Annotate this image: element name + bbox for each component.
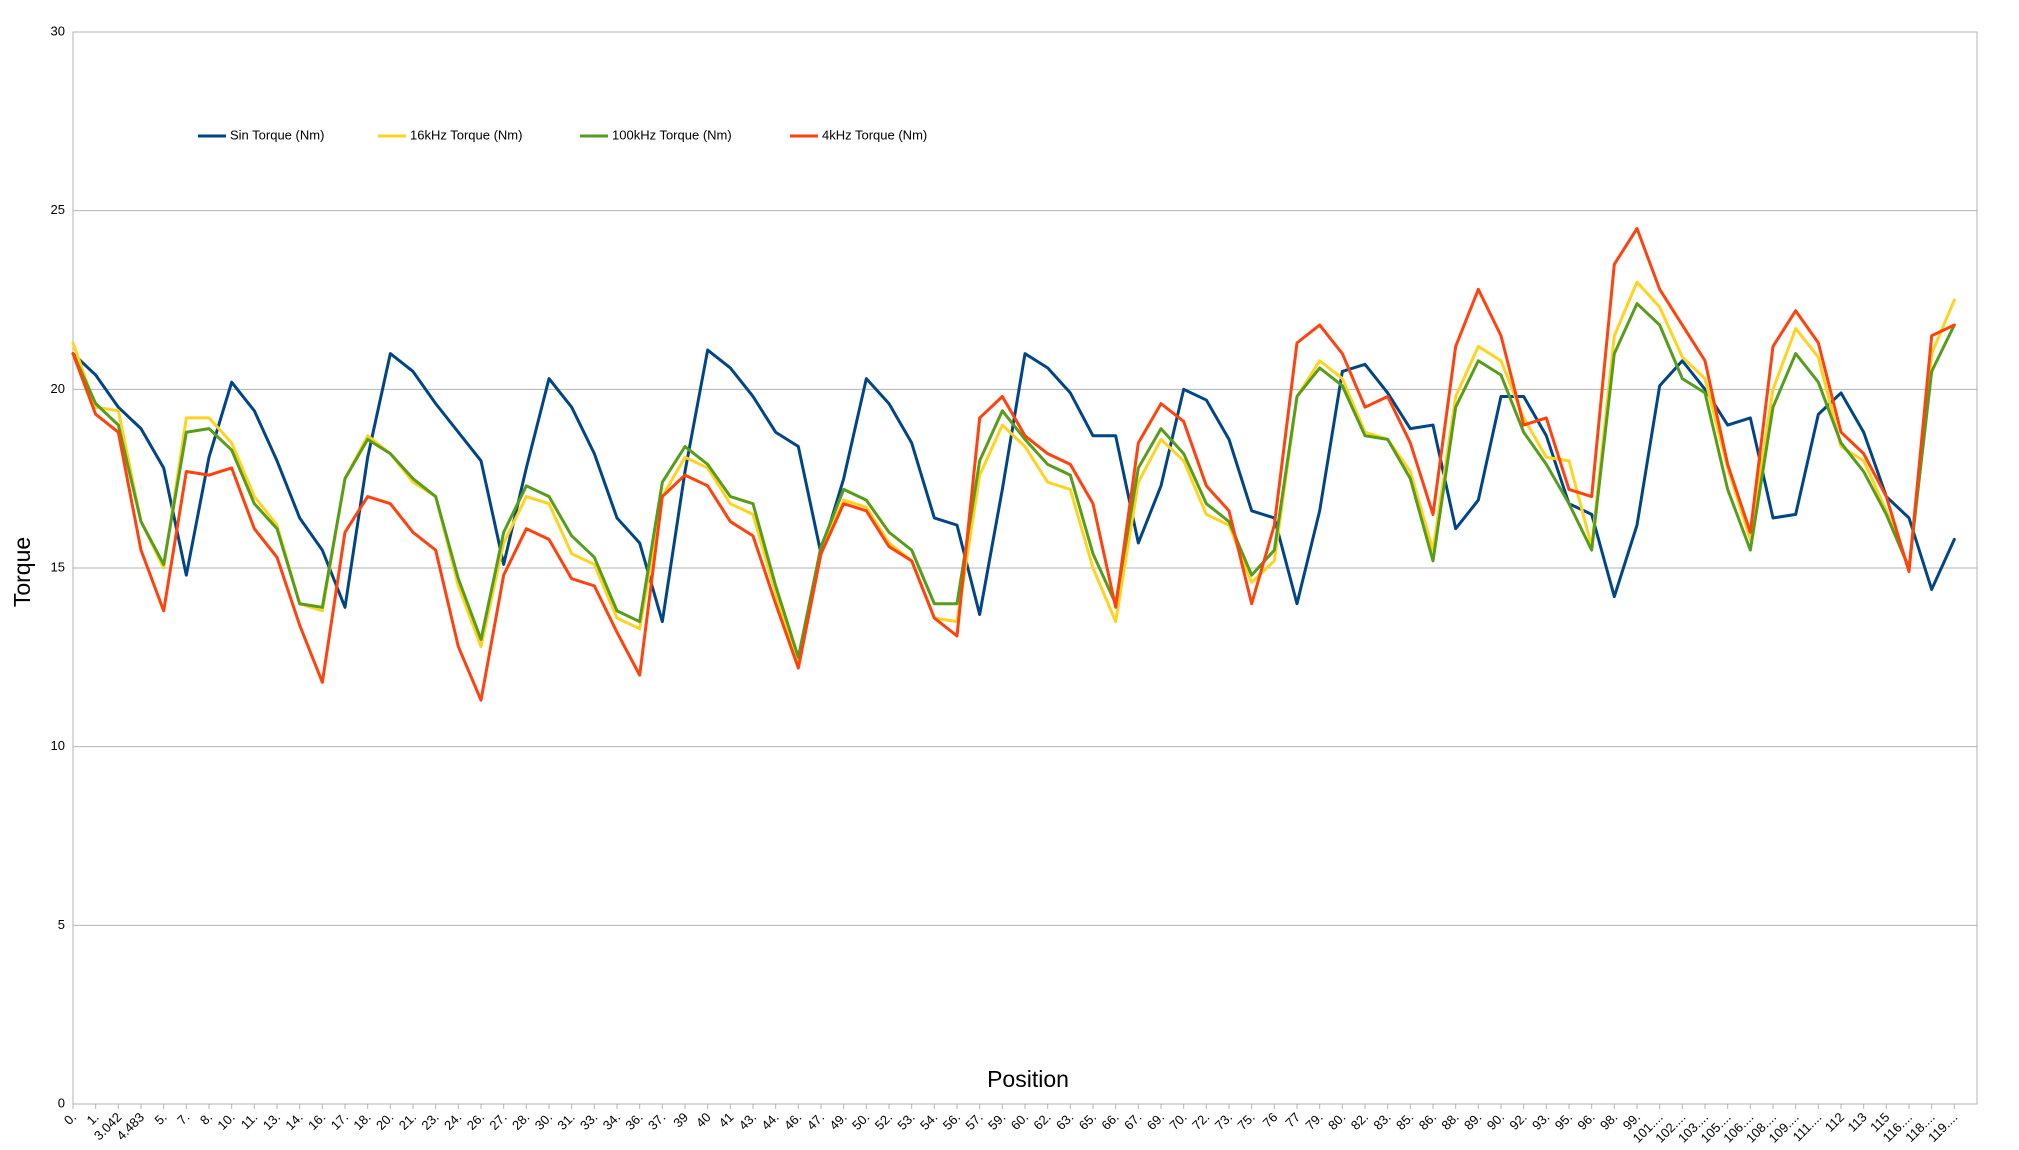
x-tick-label: 28.	[509, 1110, 532, 1133]
x-tick-label: 83.	[1370, 1110, 1393, 1133]
y-axis-title: Torque	[9, 537, 35, 607]
x-tick-label: 56.	[940, 1110, 963, 1133]
x-tick-label: 52.	[872, 1110, 895, 1133]
x-tick-label: 79.	[1302, 1110, 1325, 1133]
series-line	[71, 280, 1956, 666]
x-tick-label: 33.	[577, 1110, 600, 1133]
x-tick-label: 92.	[1506, 1110, 1529, 1133]
x-tick-label: 23.	[418, 1110, 441, 1133]
x-tick-label: 14.	[282, 1110, 305, 1133]
x-tick-label: 85.	[1393, 1110, 1416, 1133]
x-tick-label: 30.	[532, 1110, 555, 1133]
x-tick-label: 54.	[917, 1110, 940, 1133]
x-tick-label: 112	[1822, 1110, 1847, 1135]
x-tick-label: 7.	[174, 1110, 192, 1128]
x-tick-label: 34.	[600, 1110, 623, 1133]
x-tick-label: 47.	[804, 1110, 827, 1133]
x-tick-label: 69.	[1144, 1110, 1167, 1133]
x-tick-label: 77	[1282, 1110, 1303, 1131]
x-tick-label: 75.	[1234, 1110, 1257, 1133]
y-tick-label: 20	[51, 381, 65, 396]
x-tick-label: 60.	[1008, 1110, 1031, 1133]
x-tick-label: 113	[1845, 1110, 1870, 1135]
x-tick-label: 5.	[152, 1110, 170, 1128]
x-tick-label: 86.	[1416, 1110, 1439, 1133]
x-tick-label: 76	[1260, 1110, 1281, 1131]
x-tick-label: 96.	[1574, 1110, 1597, 1133]
x-tick-label: 40	[693, 1110, 714, 1131]
x-tick-label: 26.	[464, 1110, 487, 1133]
x-tick-label: 27.	[486, 1110, 509, 1133]
x-tick-label: 63.	[1053, 1110, 1076, 1133]
x-tick-label: 50.	[849, 1110, 872, 1133]
x-tick-label: 65.	[1076, 1110, 1099, 1133]
x-tick-label: 43.	[736, 1110, 759, 1133]
x-tick-label: 39	[670, 1110, 691, 1131]
x-tick-label: 36.	[622, 1110, 645, 1133]
x-tick-label: 62.	[1030, 1110, 1053, 1133]
x-tick-label: 90.	[1484, 1110, 1507, 1133]
x-tick-label: 49.	[826, 1110, 849, 1133]
x-tick-label: 95.	[1552, 1110, 1575, 1133]
series-line	[71, 348, 1956, 624]
x-tick-label: 57.	[962, 1110, 985, 1133]
x-tick-label: 41	[716, 1110, 737, 1131]
x-tick-label: 20.	[373, 1110, 396, 1133]
y-tick-label: 10	[51, 738, 65, 753]
x-tick-label: 24.	[441, 1110, 464, 1133]
x-tick-label: 16.	[305, 1110, 328, 1133]
x-tick-label: 11.	[238, 1110, 261, 1133]
x-tick-label: 46.	[781, 1110, 804, 1133]
x-tick-label: 13.	[260, 1110, 283, 1133]
x-tick-label: 98.	[1597, 1110, 1620, 1133]
x-tick-label: 66.	[1098, 1110, 1121, 1133]
x-tick-label: 72.	[1189, 1110, 1212, 1133]
legend-label: Sin Torque (Nm)	[230, 127, 324, 142]
series-line	[71, 227, 1956, 702]
y-tick-label: 30	[51, 23, 65, 38]
legend-label: 4kHz Torque (Nm)	[822, 127, 927, 142]
x-tick-label: 17.	[328, 1110, 351, 1133]
y-tick-label: 25	[51, 202, 65, 217]
legend-label: 100kHz Torque (Nm)	[612, 127, 732, 142]
x-axis-title: Position	[987, 1066, 1069, 1092]
x-tick-label: 67.	[1121, 1110, 1144, 1133]
x-tick-label: 80.	[1325, 1110, 1348, 1133]
x-tick-label: 8.	[197, 1110, 215, 1128]
x-tick-label: 93.	[1529, 1110, 1552, 1133]
x-tick-label: 44.	[758, 1110, 781, 1133]
series-line	[71, 302, 1956, 659]
x-tick-label: 18.	[350, 1110, 373, 1133]
x-tick-label: 0.	[61, 1110, 79, 1128]
legend-label: 16kHz Torque (Nm)	[410, 127, 522, 142]
x-tick-label: 37.	[645, 1110, 668, 1133]
x-tick-label: 70.	[1166, 1110, 1189, 1133]
y-tick-label: 5	[58, 917, 65, 932]
x-tick-label: 82.	[1348, 1110, 1371, 1133]
x-tick-label: 89.	[1461, 1110, 1484, 1133]
y-tick-label: 0	[58, 1095, 65, 1110]
x-tick-label: 73.	[1212, 1110, 1235, 1133]
x-tick-label: 31.	[554, 1110, 577, 1133]
y-tick-label: 15	[51, 559, 65, 574]
x-tick-label: 59.	[985, 1110, 1008, 1133]
x-tick-label: 53.	[894, 1110, 917, 1133]
x-tick-label: 10.	[214, 1110, 237, 1133]
x-tick-label: 88.	[1438, 1110, 1461, 1133]
x-tick-label: 21.	[396, 1110, 419, 1133]
